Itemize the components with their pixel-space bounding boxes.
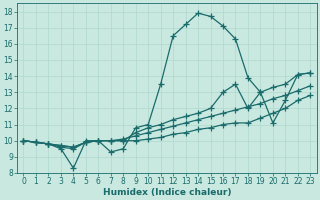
X-axis label: Humidex (Indice chaleur): Humidex (Indice chaleur)	[103, 188, 231, 197]
